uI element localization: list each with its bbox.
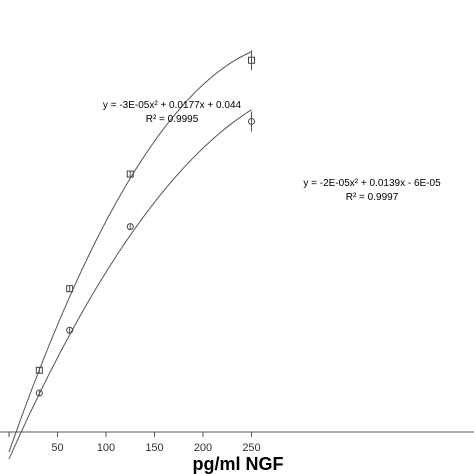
x-tick-label: 100 [97,442,115,454]
x-tick-label: 250 [242,442,260,454]
data-point-circle [126,223,134,231]
data-points [35,50,255,397]
equation-annotation-2: y = -2E-05x² + 0.0139x - 6E-05 [303,178,441,189]
data-point-square [35,366,43,374]
fit-curve-2 [8,109,252,460]
data-point-circle [35,389,43,397]
fit-curve-1 [8,51,252,453]
data-point-square [66,285,74,293]
x-tick-label: 150 [145,442,163,454]
r2-annotation-1: R² = 0.9995 [146,114,199,125]
equation-annotation-1: y = -3E-05x² + 0.0177x + 0.044 [103,100,242,111]
r2-annotation-2: R² = 0.9997 [346,192,399,203]
data-point-circle [66,326,74,334]
data-point-square [248,56,255,64]
fit-curves [8,51,252,460]
data-point-square [126,170,134,178]
x-axis-label: pg/ml NGF [193,454,284,474]
x-axis-ticks: 50 100 150 200 250 [8,432,261,454]
data-point-circle [248,117,255,125]
x-tick-label: 200 [194,442,212,454]
x-tick-label: 50 [51,442,63,454]
